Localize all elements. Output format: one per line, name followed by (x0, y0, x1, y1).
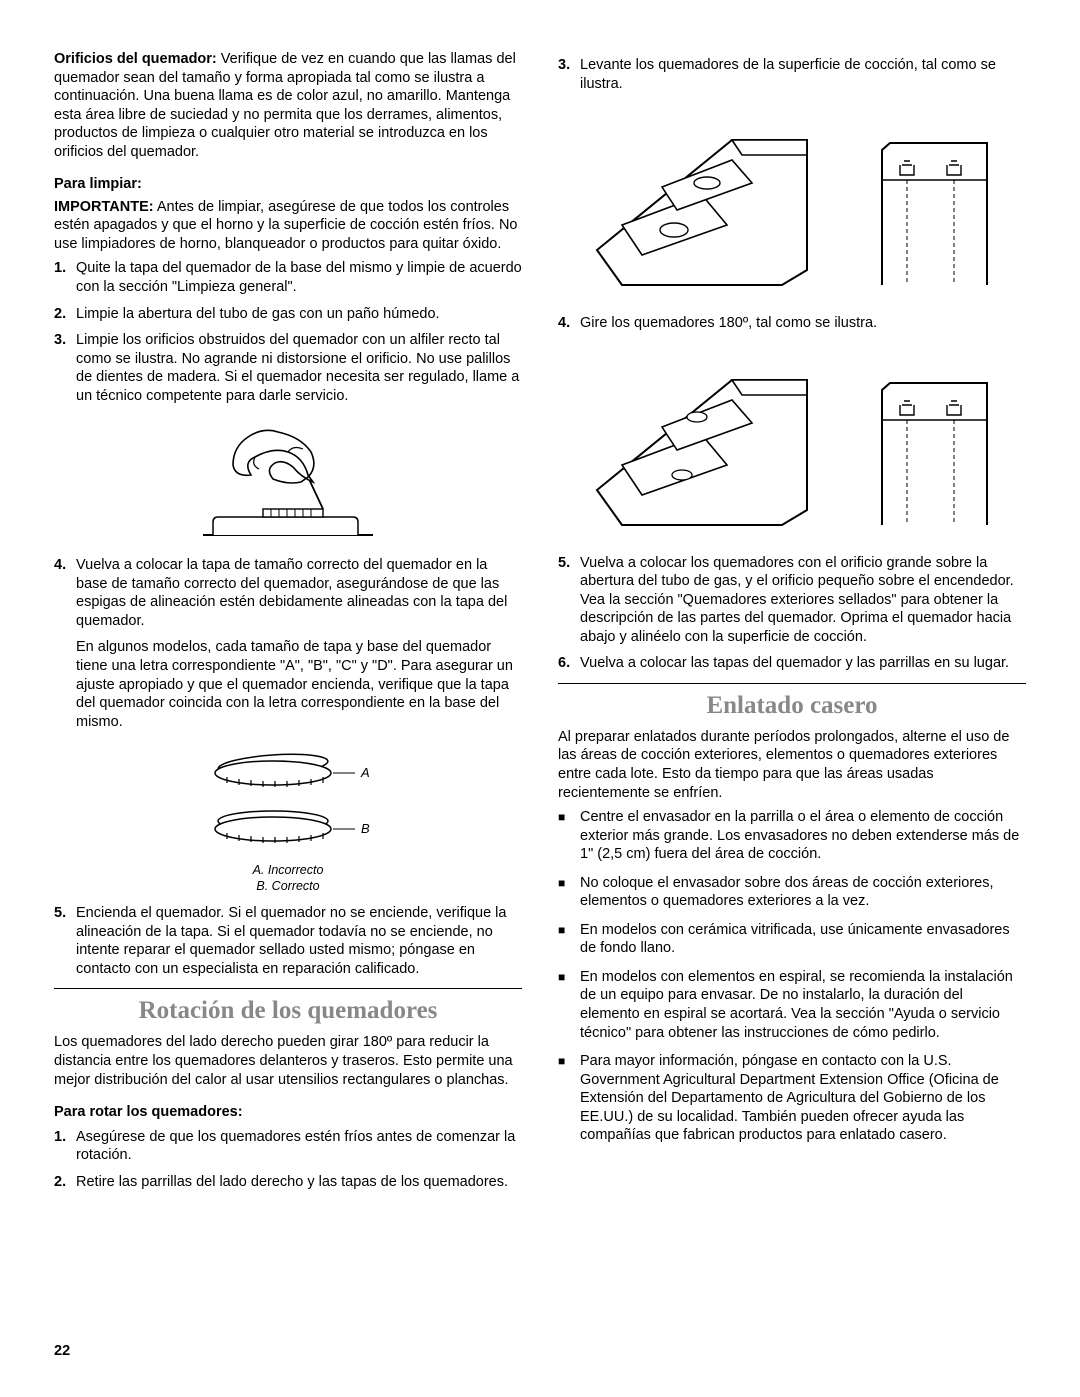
rotate-steps-4: 4.Gire los quemadores 180º, tal como se … (558, 314, 1026, 333)
caps-caption: A. Incorrecto B. Correcto (54, 862, 522, 894)
rotation-heading: Rotación de los quemadores (54, 995, 522, 1027)
clean-steps-list: 1.Quite la tapa del quemador de la base … (54, 259, 522, 405)
list-item: ■No coloque el envasador sobre dos áreas… (558, 874, 1026, 911)
svg-text:A: A (360, 765, 370, 780)
step-text: Asegúrese de que los quemadores estén fr… (76, 1128, 522, 1165)
figure-hand-pin (54, 417, 522, 542)
list-item: 3.Levante los quemadores de la superfici… (558, 56, 1026, 93)
list-item: 3.Limpie los orificios obstruidos del qu… (54, 331, 522, 405)
caps-illustration: A B (193, 743, 383, 858)
caption-b: B. Correcto (54, 878, 522, 894)
figure-caps-ab: A B (54, 743, 522, 858)
left-column: Orificios del quemador: Verifique de vez… (54, 50, 522, 1199)
step-text: Gire los quemadores 180º, tal como se il… (580, 314, 1026, 333)
list-item: 5.Encienda el quemador. Si el quemador n… (54, 904, 522, 978)
bullet-text: No coloque el envasador sobre dos áreas … (580, 874, 1026, 911)
list-item: ■En modelos con cerámica vitrificada, us… (558, 921, 1026, 958)
orifices-label: Orificios del quemador: (54, 51, 217, 67)
bullet-text: Centre el envasador en la parrilla o el … (580, 808, 1026, 864)
hand-pin-illustration (193, 417, 383, 542)
lift-burners-illustration (582, 105, 1002, 300)
figure-rotate-180 (558, 345, 1026, 540)
rotate-steps-list: 1.Asegúrese de que los quemadores estén … (54, 1128, 522, 1192)
canning-heading: Enlatado casero (558, 690, 1026, 722)
step-text: Levante los quemadores de la superficie … (580, 56, 1026, 93)
canning-intro: Al preparar enlatados durante períodos p… (558, 728, 1026, 802)
clean-important-paragraph: IMPORTANTE: Antes de limpiar, asegúrese … (54, 198, 522, 254)
rotate-180-illustration (582, 345, 1002, 540)
svg-text:B: B (361, 821, 370, 836)
list-item: 4.Gire los quemadores 180º, tal como se … (558, 314, 1026, 333)
list-item: ■Centre el envasador en la parrilla o el… (558, 808, 1026, 864)
list-item: 1.Quite la tapa del quemador de la base … (54, 259, 522, 296)
step-text: Vuelva a colocar la tapa de tamaño corre… (76, 556, 522, 630)
rotate-steps-cont: 3.Levante los quemadores de la superfici… (558, 56, 1026, 93)
step-text: En algunos modelos, cada tamaño de tapa … (76, 638, 522, 731)
rotate-subheading: Para rotar los quemadores: (54, 1103, 522, 1122)
bullet-text: En modelos con elementos en espiral, se … (580, 968, 1026, 1042)
list-item: 2.Retire las parrillas del lado derecho … (54, 1173, 522, 1192)
step-text: Vuelva a colocar las tapas del quemador … (580, 654, 1026, 673)
list-item: ■En modelos con elementos en espiral, se… (558, 968, 1026, 1042)
step-text: Vuelva a colocar los quemadores con el o… (580, 554, 1026, 647)
rotation-intro: Los quemadores del lado derecho pueden g… (54, 1033, 522, 1089)
bullet-text: En modelos con cerámica vitrificada, use… (580, 921, 1026, 958)
divider (54, 988, 522, 989)
orifices-paragraph: Orificios del quemador: Verifique de vez… (54, 50, 522, 161)
clean-steps-list-2: 4. Vuelva a colocar la tapa de tamaño co… (54, 556, 522, 731)
page-number: 22 (54, 1342, 70, 1361)
important-label: IMPORTANTE: (54, 199, 154, 215)
step-text: Limpie los orificios obstruidos del quem… (76, 331, 522, 405)
orifices-text: Verifique de vez en cuando que las llama… (54, 51, 516, 160)
list-item: 6.Vuelva a colocar las tapas del quemado… (558, 654, 1026, 673)
rotate-steps-56: 5.Vuelva a colocar los quemadores con el… (558, 554, 1026, 673)
bullet-text: Para mayor información, póngase en conta… (580, 1052, 1026, 1145)
list-item: 5.Vuelva a colocar los quemadores con el… (558, 554, 1026, 647)
clean-steps-list-3: 5.Encienda el quemador. Si el quemador n… (54, 904, 522, 978)
clean-heading: Para limpiar: (54, 175, 522, 194)
step-text: Limpie la abertura del tubo de gas con u… (76, 305, 522, 324)
step-text: Quite la tapa del quemador de la base de… (76, 259, 522, 296)
caption-a: A. Incorrecto (54, 862, 522, 878)
list-item: 2.Limpie la abertura del tubo de gas con… (54, 305, 522, 324)
divider (558, 683, 1026, 684)
canning-bullets: ■Centre el envasador en la parrilla o el… (558, 808, 1026, 1145)
right-column: 3.Levante los quemadores de la superfici… (558, 50, 1026, 1199)
step-text: Encienda el quemador. Si el quemador no … (76, 904, 522, 978)
list-item: 1.Asegúrese de que los quemadores estén … (54, 1128, 522, 1165)
figure-lift-burners (558, 105, 1026, 300)
step-text: Retire las parrillas del lado derecho y … (76, 1173, 522, 1192)
list-item: ■Para mayor información, póngase en cont… (558, 1052, 1026, 1145)
list-item: 4. Vuelva a colocar la tapa de tamaño co… (54, 556, 522, 731)
